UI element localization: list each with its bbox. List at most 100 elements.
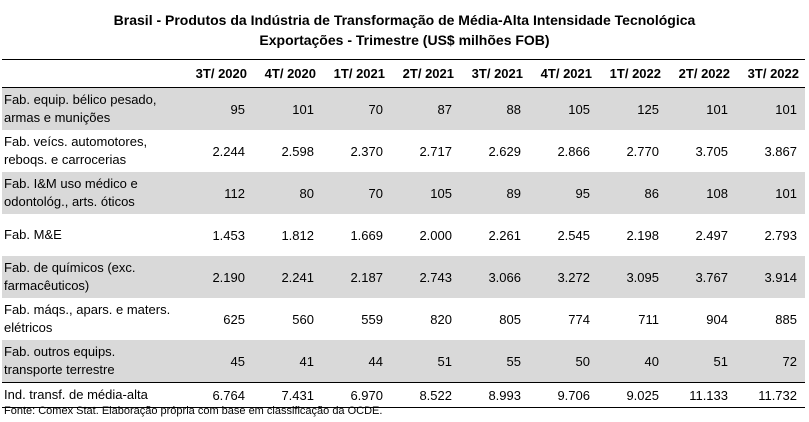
- value-cell: 2.244: [212, 143, 245, 159]
- value-cell: 9.706: [529, 382, 598, 408]
- value-cell: 108: [667, 172, 736, 214]
- row-label: Fab. outros equips. transporte terrestre: [2, 340, 184, 383]
- value-cell: 3.767: [667, 256, 736, 298]
- value-cell: 2.717: [419, 143, 452, 159]
- value-cell: 3.066: [460, 256, 529, 298]
- value-cell: 2.743: [391, 256, 460, 298]
- value-cell: 560: [292, 311, 314, 327]
- value-cell: 45: [184, 340, 253, 383]
- value-cell: 3.272: [529, 256, 598, 298]
- column-header: 1T/ 2021: [322, 59, 391, 88]
- value-cell: 2.198: [626, 227, 659, 243]
- value-cell: 101: [253, 87, 322, 130]
- value-cell: 3.914: [736, 256, 805, 298]
- value-cell: 2.598: [281, 143, 314, 159]
- value-cell: 3.095: [598, 256, 667, 298]
- column-header: 4T/ 2021: [529, 59, 598, 88]
- value-cell: 105: [391, 172, 460, 214]
- row-label: Fab. veícs. automotores, reboqs. e carro…: [4, 134, 148, 167]
- value-cell: 11.133: [667, 382, 736, 408]
- title-line-1: Brasil - Produtos da Indústria de Transf…: [113, 12, 696, 28]
- value-cell: 125: [598, 87, 667, 130]
- column-header: 1T/ 2022: [598, 59, 667, 88]
- table-row: Fab. equip. bélico pesado, armas e muniç…: [2, 87, 805, 130]
- value-cell: 95: [529, 172, 598, 214]
- title-line-2: Exportações - Trimestre (US$ milhões FOB…: [259, 32, 550, 48]
- header-empty-cell: [2, 59, 184, 88]
- value-cell: 820: [430, 311, 452, 327]
- value-cell: 6.970: [322, 382, 391, 408]
- value-cell: 55: [460, 340, 529, 383]
- value-cell: 11.732: [736, 382, 805, 408]
- value-cell: 72: [736, 340, 805, 383]
- value-cell: 2.545: [557, 227, 590, 243]
- value-cell: 86: [598, 172, 667, 214]
- value-cell: 885: [775, 311, 797, 327]
- exports-table: 3T/ 2020 4T/ 2020 1T/ 2021 2T/ 2021 3T/ …: [2, 59, 805, 408]
- column-header: 3T/ 2020: [184, 59, 253, 88]
- column-header: 3T/ 2022: [736, 59, 805, 88]
- value-cell: 2.770: [626, 143, 659, 159]
- value-cell: 774: [568, 311, 590, 327]
- value-cell: 51: [391, 340, 460, 383]
- value-cell: 2.370: [350, 143, 383, 159]
- table-row: Fab. veícs. automotores, reboqs. e carro…: [2, 130, 805, 172]
- value-cell: 2.261: [488, 227, 521, 243]
- column-header: 2T/ 2021: [391, 59, 460, 88]
- table-title: Brasil - Produtos da Indústria de Transf…: [0, 10, 809, 50]
- value-cell: 559: [361, 311, 383, 327]
- value-cell: 2.241: [253, 256, 322, 298]
- value-cell: 8.522: [391, 382, 460, 408]
- table-body: Fab. equip. bélico pesado, armas e muniç…: [2, 87, 805, 408]
- value-cell: 87: [391, 87, 460, 130]
- value-cell: 88: [460, 87, 529, 130]
- table-row: Fab. M&E 1.453 1.812 1.669 2.000 2.261 2.545 2.…: [2, 214, 805, 256]
- value-cell: 1.453: [212, 227, 245, 243]
- value-cell: 89: [460, 172, 529, 214]
- value-cell: 41: [253, 340, 322, 383]
- table-row: Fab. outros equips. transporte terrestre…: [2, 340, 805, 383]
- row-label: Fab. máqs., apars. e maters. elétricos: [4, 302, 171, 335]
- row-label: Ind. transf. de média-alta: [2, 382, 184, 408]
- table-row: Fab. I&M uso médico e odontológ., arts. …: [2, 172, 805, 214]
- value-cell: 1.812: [281, 227, 314, 243]
- value-cell: 1.669: [350, 227, 383, 243]
- value-cell: 112: [184, 172, 253, 214]
- value-cell: 101: [736, 172, 805, 214]
- value-cell: 70: [322, 87, 391, 130]
- value-cell: 2.190: [184, 256, 253, 298]
- column-header: 4T/ 2020: [253, 59, 322, 88]
- value-cell: 51: [667, 340, 736, 383]
- row-label: Fab. M&E: [4, 227, 62, 242]
- value-cell: 2.000: [419, 227, 452, 243]
- table-row: Fab. de químicos (exc. farmacêuticos) 2.1…: [2, 256, 805, 298]
- row-label: Fab. equip. bélico pesado, armas e muniç…: [2, 87, 184, 130]
- value-cell: 9.025: [598, 382, 667, 408]
- value-cell: 2.497: [695, 227, 728, 243]
- value-cell: 3.867: [764, 143, 797, 159]
- source-note: Fonte: Comex Stat. Elaboração própria co…: [4, 405, 383, 417]
- total-row: Ind. transf. de média-alta 6.764 7.431 6.97…: [2, 382, 805, 408]
- row-label: Fab. de químicos (exc. farmacêuticos): [2, 256, 184, 298]
- value-cell: 7.431: [253, 382, 322, 408]
- value-cell: 8.993: [460, 382, 529, 408]
- value-cell: 95: [184, 87, 253, 130]
- value-cell: 2.866: [557, 143, 590, 159]
- value-cell: 80: [253, 172, 322, 214]
- value-cell: 3.705: [695, 143, 728, 159]
- value-cell: 2.629: [488, 143, 521, 159]
- value-cell: 101: [736, 87, 805, 130]
- value-cell: 711: [638, 311, 659, 327]
- value-cell: 625: [223, 311, 245, 327]
- value-cell: 50: [529, 340, 598, 383]
- table-header: 3T/ 2020 4T/ 2020 1T/ 2021 2T/ 2021 3T/ …: [2, 59, 805, 88]
- value-cell: 2.793: [764, 227, 797, 243]
- value-cell: 105: [529, 87, 598, 130]
- column-header: 2T/ 2022: [667, 59, 736, 88]
- value-cell: 6.764: [184, 382, 253, 408]
- value-cell: 70: [322, 172, 391, 214]
- header-row: 3T/ 2020 4T/ 2020 1T/ 2021 2T/ 2021 3T/ …: [2, 59, 805, 88]
- column-header: 3T/ 2021: [460, 59, 529, 88]
- row-label: Fab. I&M uso médico e odontológ., arts. …: [2, 172, 184, 214]
